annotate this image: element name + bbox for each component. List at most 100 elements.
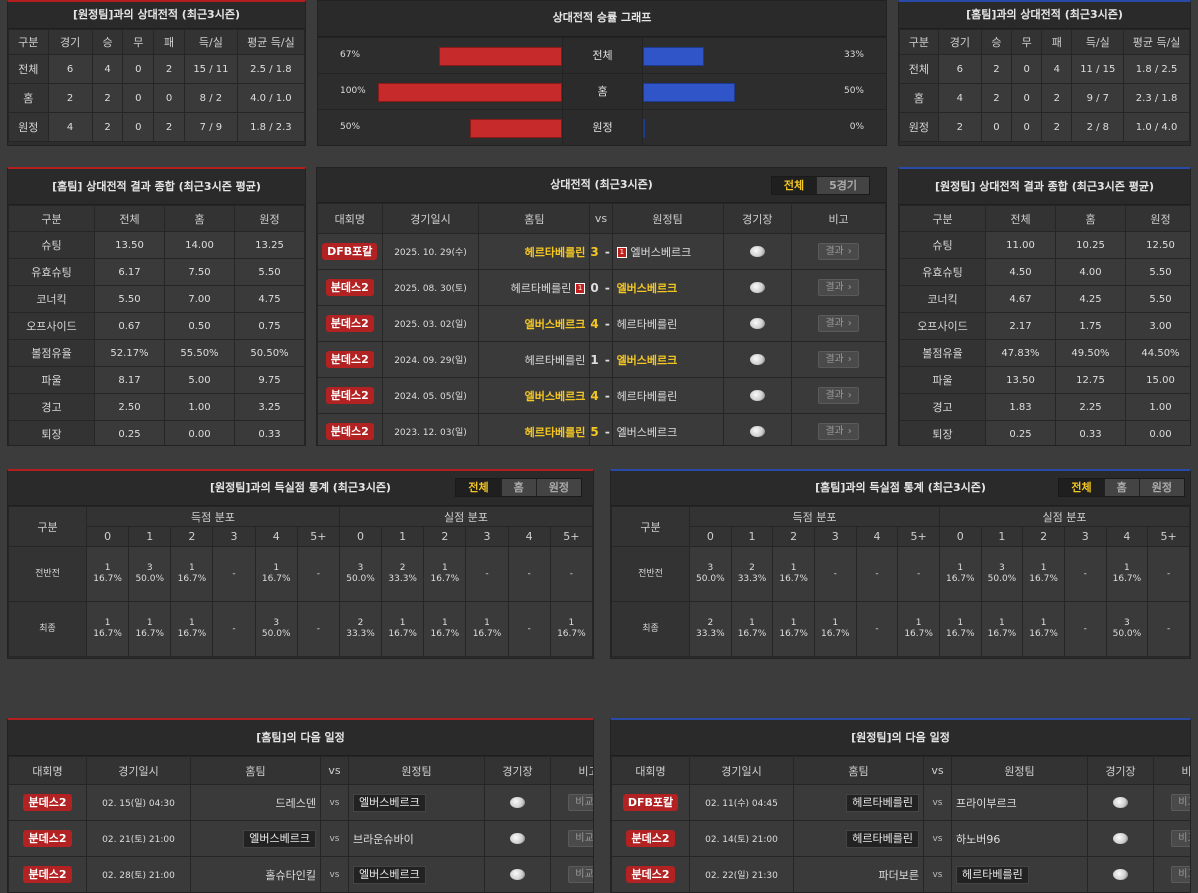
- dist-percent: 16.7%: [177, 629, 207, 639]
- away-team-cell: 엘버스베르크: [611, 413, 724, 445]
- home-score: 0: [590, 280, 599, 295]
- result-button[interactable]: 결과 ›: [818, 243, 859, 260]
- stadium-icon[interactable]: [749, 245, 765, 257]
- column-header: 전체: [985, 205, 1056, 232]
- column-header: 대회명: [611, 756, 690, 785]
- result-button[interactable]: 결과 ›: [818, 279, 859, 296]
- summary-away-panel: [원정팀] 상대전적 결과 종합 (최근3시즌 평균) 구분 전체 홈 원정 슈팅 11.…: [898, 167, 1191, 446]
- dist-percent: 16.7%: [779, 629, 808, 639]
- h2h-home-panel: [홈팀]과의 상대전적 (최근3시즌) 구분 경기 승 무 패 득/실 평균 득/실 전체 6 2…: [898, 0, 1191, 146]
- row-label: 경고: [899, 393, 986, 421]
- date-cell: 2025. 08. 30(토): [381, 269, 480, 306]
- stadium-icon[interactable]: [510, 868, 525, 880]
- stadium-cell: [722, 269, 793, 306]
- dist-cell: 1 16.7%: [772, 546, 815, 602]
- compare-button[interactable]: 비교›: [568, 794, 593, 811]
- conceded-header: 실점 분포: [938, 506, 1190, 527]
- tab-all[interactable]: 전체: [1059, 479, 1104, 496]
- stadium-icon[interactable]: [1113, 796, 1128, 808]
- score-cell: 4 - 0: [589, 305, 613, 342]
- vs-cell: vs: [923, 820, 952, 857]
- score-sep: -: [604, 316, 610, 331]
- dist-count: -: [1083, 568, 1087, 579]
- result-button[interactable]: 결과 ›: [818, 423, 859, 440]
- cell-value: 0.00: [164, 420, 235, 445]
- left-percent: 67%: [340, 50, 361, 60]
- dist-percent: 16.7%: [1029, 629, 1058, 639]
- stadium-icon[interactable]: [1113, 832, 1128, 844]
- table-row: 유효슈팅 4.50 4.00 5.50: [899, 258, 1190, 286]
- dist-cell: 1 16.7%: [1022, 601, 1065, 657]
- compare-button[interactable]: 비교›: [1171, 830, 1190, 847]
- row-label: 파울: [899, 366, 986, 394]
- goal-count-header: 5+: [897, 526, 940, 547]
- stadium-icon[interactable]: [1113, 868, 1128, 880]
- goal-count-header: 5+: [296, 526, 340, 547]
- cell-value: 0.75: [234, 312, 305, 340]
- result-button[interactable]: 결과 ›: [818, 315, 859, 332]
- column-header: 비고: [550, 756, 593, 785]
- tab-all[interactable]: 전체: [771, 177, 817, 194]
- home-team-cell: 드레스덴: [190, 784, 321, 821]
- cell-value: 47.83%: [985, 339, 1056, 367]
- dist-cell: 1 16.7%: [423, 601, 467, 657]
- dist-percent: 33.3%: [696, 629, 725, 639]
- lose-bar: [643, 119, 645, 138]
- chevron-right-icon: ›: [847, 426, 852, 437]
- matches-title-text: 상대전적 (최근3시즌): [550, 178, 653, 191]
- dist-count: 1: [441, 618, 448, 628]
- column-header: 구분: [8, 29, 49, 55]
- column-header: 홈팀: [793, 756, 924, 785]
- compare-cell: 비교›: [1153, 856, 1190, 892]
- stadium-icon[interactable]: [749, 317, 765, 329]
- column-header: 비고: [1153, 756, 1190, 785]
- stadium-cell: [722, 305, 793, 342]
- table-row: 코너킥 5.50 7.00 4.75: [8, 285, 305, 313]
- stadium-icon[interactable]: [749, 425, 765, 437]
- home-score: 4: [590, 316, 599, 331]
- dist-count: 2: [357, 618, 364, 628]
- dist-count: 1: [484, 618, 490, 628]
- compare-button[interactable]: 비교›: [568, 830, 593, 847]
- tab-home[interactable]: 홈: [1103, 479, 1139, 496]
- tab-away[interactable]: 원정: [535, 479, 581, 496]
- compare-button-label: 비교: [1178, 797, 1190, 808]
- stadium-icon[interactable]: [749, 389, 765, 401]
- summary-home-panel: [홈팀] 상대전적 결과 종합 (최근3시즌 평균) 구분 전체 홈 원정 슈팅 13.5…: [7, 167, 306, 446]
- tab-all[interactable]: 전체: [456, 479, 501, 496]
- result-button-label: 결과: [825, 426, 844, 437]
- cell-value: 8.17: [94, 366, 165, 394]
- compare-button[interactable]: 비교›: [1171, 866, 1190, 883]
- result-cell: 결과 ›: [791, 341, 886, 378]
- tab-home[interactable]: 홈: [500, 479, 536, 496]
- tab-5games[interactable]: 5경기: [816, 177, 869, 194]
- stadium-icon[interactable]: [510, 832, 525, 844]
- tab-away[interactable]: 원정: [1138, 479, 1184, 496]
- cell-value: 4: [91, 54, 124, 84]
- stadium-icon[interactable]: [510, 796, 525, 808]
- dist-cell: 1 16.7%: [423, 546, 467, 602]
- stadium-icon[interactable]: [749, 353, 765, 365]
- home-team-cell: 헤르타베를린: [478, 233, 591, 270]
- stadium-icon[interactable]: [749, 281, 765, 293]
- compare-button[interactable]: 비교›: [568, 866, 593, 883]
- goals-home-table: 구분 득점 분포 실점 분포 0 1 2 3 4 5+ 0 1 2 3 4 5+ 전반전 3 50.0% 2 33.3…: [611, 506, 1190, 657]
- goal-count-header: 4: [254, 526, 298, 547]
- column-header: vs: [589, 203, 613, 234]
- compare-button[interactable]: 비교›: [1171, 794, 1190, 811]
- left-percent: 50%: [340, 122, 361, 132]
- dist-percent: 16.7%: [388, 629, 417, 639]
- result-button[interactable]: 결과 ›: [818, 387, 859, 404]
- stadium-cell: [722, 341, 793, 378]
- date-cell: 2023. 12. 03(일): [381, 413, 480, 445]
- dist-cell: 2 33.3%: [338, 601, 383, 657]
- dist-percent: 16.7%: [93, 629, 122, 639]
- red-card-icon: 1: [616, 247, 628, 258]
- score-cell: 4 - 2: [589, 377, 613, 414]
- home-team-name: 헤르타베를린: [510, 281, 572, 295]
- goal-count-header: 3: [212, 526, 256, 547]
- result-button[interactable]: 결과 ›: [818, 351, 859, 368]
- cell-value: 2: [153, 112, 185, 142]
